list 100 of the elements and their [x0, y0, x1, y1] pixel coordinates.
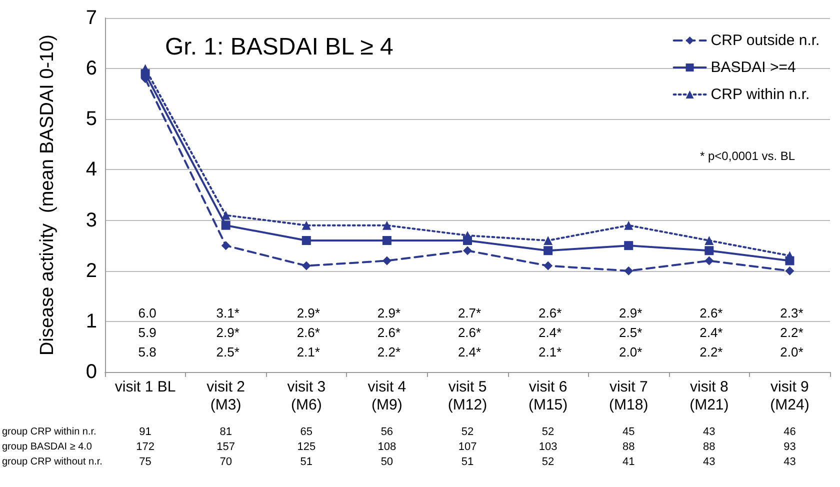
annotation: 2.2*	[780, 325, 804, 340]
text: 52	[542, 426, 554, 438]
text: Gr. 1: BASDAI BL ≥ 4	[165, 34, 394, 60]
text: 81	[220, 426, 232, 438]
text: 52	[542, 456, 554, 468]
annotation: 6.0	[138, 306, 156, 320]
point	[463, 246, 472, 256]
point	[624, 220, 634, 230]
text: 46	[784, 426, 796, 438]
y-tick-label: 3	[86, 209, 97, 232]
text: 91	[139, 426, 152, 438]
text: 108	[378, 441, 396, 453]
y-axis-title: Disease activity (mean BASDAI 0-10)	[37, 34, 58, 356]
y-tick-label: 2	[86, 260, 97, 282]
legend-label: CRP outside n.r.	[710, 32, 820, 49]
text: 41	[622, 456, 635, 468]
point	[704, 256, 714, 266]
text: 45	[622, 426, 635, 438]
annotation: * p<0,0001 vs. BL	[700, 149, 796, 163]
annotation: 2.7*	[458, 306, 482, 320]
y-tick-label: 0	[86, 361, 97, 383]
annotation: 2.6*	[377, 325, 401, 340]
point	[382, 256, 392, 266]
x-tick-label: visit 6 (M15)	[528, 378, 568, 414]
text: 43	[703, 426, 716, 438]
annotation: 5.8	[138, 344, 156, 360]
point	[221, 220, 230, 230]
text: 70	[220, 456, 232, 468]
x-tick-label: visit 2 (M3)	[206, 378, 246, 414]
point	[704, 246, 714, 256]
annotation: 2.2*	[700, 344, 723, 360]
point	[624, 266, 634, 276]
annotation: 2.6*	[700, 306, 723, 320]
text: 51	[461, 456, 474, 468]
text: 93	[784, 441, 796, 453]
text: 65	[300, 426, 313, 438]
y-tick-label: 1	[86, 310, 97, 332]
text: 75	[139, 456, 152, 468]
y-tick-label: 5	[86, 108, 97, 130]
point	[140, 64, 150, 74]
x-tick-label: visit 9 (M24)	[770, 378, 810, 414]
annotation: 2.2*	[377, 344, 401, 360]
annotation: 2.6*	[538, 306, 562, 320]
annotation: 2.4*	[700, 325, 723, 340]
annotation: 2.9*	[619, 306, 642, 320]
point	[221, 210, 230, 220]
annotation: 2.9*	[216, 325, 240, 340]
text: group BASDAI ≥ 4.0	[2, 442, 92, 452]
x-tick-label: visit 5 (M12)	[448, 378, 488, 414]
text: 56	[380, 426, 394, 438]
annotation: 2.9*	[377, 306, 401, 320]
point	[544, 236, 553, 246]
text: 88	[622, 441, 635, 453]
y-tick-label: 4	[86, 158, 97, 181]
point	[785, 266, 794, 276]
annotation: 2.4*	[458, 344, 482, 360]
text: 88	[703, 441, 716, 453]
text: 172	[136, 441, 154, 453]
legend-label: CRP within n.r.	[710, 86, 810, 103]
text: 107	[458, 441, 477, 453]
annotation: 2.1*	[538, 344, 562, 360]
y-tick-label: 7	[86, 7, 97, 29]
x-tick-label: visit 7 (M18)	[609, 378, 648, 414]
annotation: 2.6*	[296, 325, 320, 340]
point	[302, 236, 311, 246]
point	[382, 236, 392, 246]
annotation: 2.4*	[538, 325, 562, 340]
text: group CRP without n.r.	[2, 456, 102, 468]
point	[544, 246, 553, 256]
annotation: 2.9*	[296, 306, 320, 320]
x-tick-label: visit 3 (M6)	[287, 378, 326, 414]
annotation: 2.0*	[780, 344, 804, 360]
x-tick-label: visit 8 (M21)	[690, 378, 729, 414]
annotation: 2.1*	[296, 344, 320, 360]
point	[302, 220, 311, 230]
point	[624, 241, 634, 250]
text: group CRP within n.r.	[2, 426, 96, 438]
text: 43	[784, 456, 796, 468]
x-tick-label: visit 4 (M9)	[368, 378, 406, 414]
text: 43	[703, 456, 716, 468]
point	[382, 220, 392, 230]
annotation: 2.6*	[458, 325, 482, 340]
legend-label: BASDAI >=4	[710, 59, 796, 76]
annotation: 2.0*	[619, 344, 642, 360]
text: 52	[461, 426, 474, 438]
text: 51	[300, 456, 313, 468]
x-tick-label: visit 1 BL	[114, 378, 176, 396]
point	[704, 236, 714, 246]
point	[221, 241, 230, 250]
annotation: 2.5*	[216, 344, 240, 360]
annotation: 5.9	[138, 325, 156, 340]
annotation: 3.1*	[216, 306, 240, 320]
text: 103	[538, 441, 558, 453]
text: 125	[297, 441, 316, 453]
text: 50	[380, 456, 394, 468]
y-tick-label: 6	[86, 58, 97, 80]
text: 157	[216, 441, 236, 453]
point	[544, 261, 553, 270]
point	[302, 261, 311, 270]
annotation: 2.5*	[619, 325, 642, 340]
